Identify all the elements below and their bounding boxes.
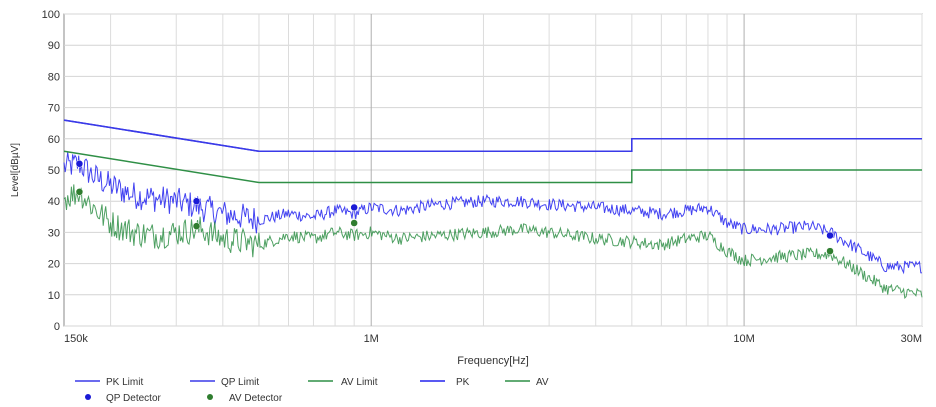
y-axis-label: Level[dBµV] <box>10 143 21 197</box>
y-tick-label: 0 <box>54 321 60 333</box>
legend-label-qp-limit: QP Limit <box>221 377 259 388</box>
series-av <box>63 184 923 299</box>
series-av-detector-point <box>826 247 834 255</box>
legend-label-av-limit: AV Limit <box>341 377 378 388</box>
legend-label-qp-detector: QP Detector <box>106 393 162 404</box>
y-tick-label: 80 <box>48 71 60 83</box>
x-tick-label: 30M <box>901 333 922 345</box>
series-qp-detector-point <box>75 160 84 168</box>
series-av-detector-point <box>75 188 84 196</box>
series-layer <box>63 119 923 299</box>
y-tick-label: 30 <box>48 227 60 239</box>
series-qp-detector-point <box>826 231 834 240</box>
y-tick-label: 20 <box>48 259 60 271</box>
x-tick-labels: 150k 1M 10M 30M <box>64 333 922 345</box>
legend-label-pk-limit: PK Limit <box>106 377 143 388</box>
series-av-detector-point <box>350 219 358 227</box>
series-qp-limit <box>63 119 922 153</box>
series-qp-detector-point <box>192 197 201 205</box>
y-tick-labels: 0 10 20 30 40 50 60 70 80 90 100 <box>42 9 60 333</box>
series-qp-detector-point <box>350 203 358 212</box>
series-av-detector-point <box>192 222 201 230</box>
y-tick-label: 40 <box>48 196 60 208</box>
y-tick-label: 10 <box>48 290 60 302</box>
legend: PK Limit QP Limit AV Limit PK AV QP Dete… <box>75 377 549 404</box>
y-tick-label: 70 <box>48 103 60 115</box>
legend-label-av-detector: AV Detector <box>229 393 283 404</box>
y-tick-label: 90 <box>48 40 60 52</box>
detector-markers <box>75 160 834 255</box>
x-axis-label: Frequency[Hz] <box>457 355 529 367</box>
series-pk <box>63 152 923 275</box>
y-tick-label: 100 <box>42 9 60 21</box>
legend-swatch-av-detector <box>207 394 213 400</box>
series-av-limit <box>63 150 922 184</box>
y-tick-label: 50 <box>48 165 60 177</box>
y-tick-label: 60 <box>48 134 60 146</box>
legend-swatch-qp-detector <box>85 394 91 400</box>
x-tick-label: 1M <box>364 333 379 345</box>
legend-label-pk: PK <box>456 377 470 388</box>
legend-label-av: AV <box>536 377 549 388</box>
x-tick-label: 150k <box>64 333 88 345</box>
x-tick-label: 10M <box>733 333 754 345</box>
